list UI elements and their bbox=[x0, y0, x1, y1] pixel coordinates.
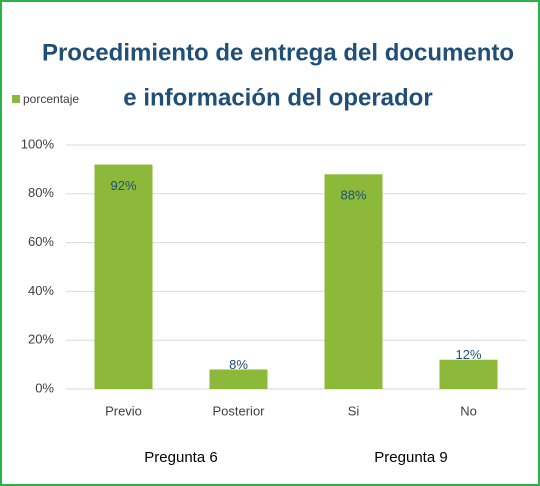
x-tick-label: Si bbox=[348, 403, 360, 418]
legend-swatch bbox=[12, 95, 20, 103]
y-tick-label: 40% bbox=[28, 283, 54, 298]
y-tick-label: 80% bbox=[28, 185, 54, 200]
value-label: 88% bbox=[340, 188, 366, 203]
chart-title: e información del operador bbox=[123, 84, 432, 111]
value-label: 92% bbox=[110, 178, 136, 193]
group-label: Pregunta 6 bbox=[144, 449, 217, 466]
bar bbox=[94, 164, 153, 389]
x-tick-label: Previo bbox=[105, 403, 142, 418]
bar bbox=[209, 369, 268, 389]
y-tick-label: 60% bbox=[28, 234, 54, 249]
legend-label: porcentaje bbox=[23, 92, 79, 106]
chart-title: Procedimiento de entrega del documento bbox=[42, 39, 514, 66]
value-label: 8% bbox=[229, 357, 248, 372]
x-tick-label: No bbox=[460, 403, 477, 418]
y-tick-label: 100% bbox=[21, 136, 55, 151]
bar bbox=[439, 359, 498, 389]
bar bbox=[324, 174, 383, 389]
value-label: 12% bbox=[455, 347, 481, 362]
y-tick-label: 0% bbox=[35, 380, 54, 395]
group-label: Pregunta 9 bbox=[374, 449, 447, 466]
x-tick-label: Posterior bbox=[212, 403, 265, 418]
y-tick-label: 20% bbox=[28, 332, 54, 347]
